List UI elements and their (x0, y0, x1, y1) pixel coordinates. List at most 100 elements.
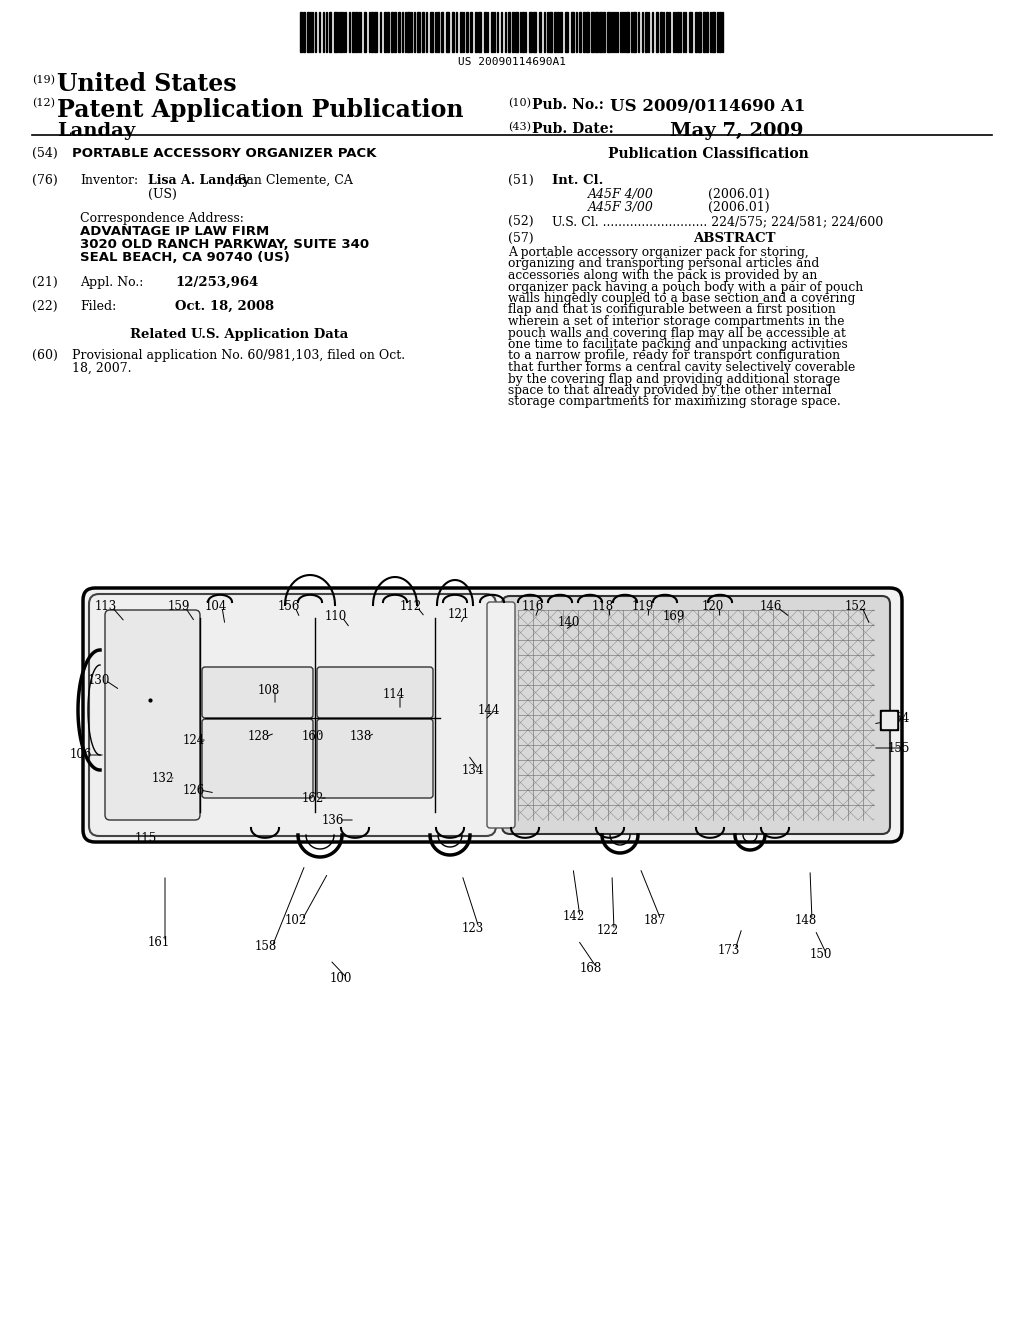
Bar (882, 711, 896, 729)
Text: 102: 102 (285, 913, 307, 927)
Text: A45F 3/00: A45F 3/00 (588, 201, 654, 214)
Bar (303, 12, 305, 51)
Text: to a narrow profile, ready for transport configuration: to a narrow profile, ready for transport… (508, 350, 840, 363)
Bar (565, 12, 568, 51)
Bar (607, 12, 610, 51)
Text: 168: 168 (580, 961, 602, 974)
Text: organizer pack having a pouch body with a pair of pouch: organizer pack having a pouch body with … (508, 281, 863, 293)
Text: 169: 169 (663, 610, 685, 623)
Text: 146: 146 (760, 601, 782, 614)
Bar (430, 12, 433, 51)
Text: 119: 119 (632, 601, 654, 614)
Bar (300, 12, 302, 51)
Text: (51): (51) (508, 174, 534, 187)
Bar (603, 12, 605, 51)
Bar (508, 12, 510, 51)
Bar (703, 12, 705, 51)
Text: 136: 136 (322, 813, 344, 826)
Bar (706, 12, 708, 51)
Bar (374, 12, 377, 51)
Bar (398, 12, 400, 51)
Text: flap and that is configurable between a first position: flap and that is configurable between a … (508, 304, 836, 317)
Text: 154: 154 (888, 711, 910, 725)
Bar (394, 12, 396, 51)
Text: Correspondence Address:: Correspondence Address: (80, 213, 244, 224)
Bar (478, 12, 481, 51)
Text: (21): (21) (32, 276, 57, 289)
Text: , San Clemente, CA: , San Clemente, CA (230, 174, 353, 187)
Bar (384, 12, 386, 51)
Text: 158: 158 (255, 940, 278, 953)
Bar (534, 12, 536, 51)
Bar (579, 12, 581, 51)
Bar (571, 12, 574, 51)
Text: 187: 187 (644, 913, 667, 927)
Text: (43): (43) (508, 121, 531, 132)
Bar (364, 12, 366, 51)
Bar (512, 12, 514, 51)
Bar (340, 12, 342, 51)
Bar (633, 12, 636, 51)
Bar (352, 12, 354, 51)
Text: storage compartments for maximizing storage space.: storage compartments for maximizing stor… (508, 396, 841, 408)
Text: 128: 128 (248, 730, 270, 743)
Text: walls hingedly coupled to a base section and a covering: walls hingedly coupled to a base section… (508, 292, 855, 305)
Text: (12): (12) (32, 98, 55, 108)
Bar (560, 12, 562, 51)
Text: A45F 4/00: A45F 4/00 (588, 187, 654, 201)
Bar (355, 12, 357, 51)
Text: 148: 148 (795, 913, 817, 927)
Bar (586, 12, 589, 51)
FancyBboxPatch shape (89, 594, 496, 836)
Text: 12/253,964: 12/253,964 (175, 276, 258, 289)
Text: 161: 161 (148, 936, 170, 949)
Text: (US): (US) (148, 187, 177, 201)
Bar (554, 12, 556, 51)
Bar (666, 12, 668, 51)
Bar (677, 12, 679, 51)
Bar (880, 710, 898, 730)
Text: United States: United States (57, 73, 237, 96)
Text: 118: 118 (592, 601, 614, 614)
Text: accessories along with the pack is provided by an: accessories along with the pack is provi… (508, 269, 817, 282)
Text: 159: 159 (168, 601, 190, 614)
Text: one time to facilitate packing and unpacking activities: one time to facilitate packing and unpac… (508, 338, 848, 351)
Text: 150: 150 (810, 949, 833, 961)
Text: 114: 114 (383, 689, 406, 701)
Text: 132: 132 (152, 771, 174, 784)
Text: 108: 108 (258, 684, 281, 697)
FancyBboxPatch shape (202, 719, 313, 799)
Text: 106: 106 (70, 748, 92, 762)
Text: 152: 152 (845, 601, 867, 614)
Text: Filed:: Filed: (80, 300, 117, 313)
Text: Int. Cl.: Int. Cl. (552, 174, 603, 187)
FancyBboxPatch shape (502, 597, 890, 834)
Bar (441, 12, 443, 51)
Text: 115: 115 (135, 832, 158, 845)
Text: Pub. No.:: Pub. No.: (532, 98, 604, 112)
Text: ADVANTAGE IP LAW FIRM: ADVANTAGE IP LAW FIRM (80, 224, 269, 238)
Text: U.S. Cl. ........................... 224/575; 224/581; 224/600: U.S. Cl. ........................... 224… (552, 215, 884, 228)
Bar (529, 12, 532, 51)
Bar (539, 12, 541, 51)
Text: 120: 120 (702, 601, 724, 614)
Bar (522, 12, 524, 51)
Bar (549, 12, 552, 51)
Text: (19): (19) (32, 75, 55, 86)
Text: US 2009/0114690 A1: US 2009/0114690 A1 (610, 98, 805, 115)
Text: (22): (22) (32, 300, 57, 313)
Text: Pub. Date:: Pub. Date: (532, 121, 613, 136)
Text: 144: 144 (478, 704, 501, 717)
Bar (689, 12, 692, 51)
Text: 140: 140 (558, 616, 581, 630)
Text: (57): (57) (508, 232, 534, 246)
Text: 130: 130 (88, 673, 111, 686)
Bar (595, 12, 598, 51)
Bar (515, 12, 518, 51)
Text: 116: 116 (522, 601, 544, 614)
Text: (2006.01): (2006.01) (708, 201, 770, 214)
Text: 156: 156 (278, 601, 300, 614)
Bar (557, 12, 559, 51)
Text: US 20090114690A1: US 20090114690A1 (458, 57, 566, 67)
Bar (626, 12, 629, 51)
